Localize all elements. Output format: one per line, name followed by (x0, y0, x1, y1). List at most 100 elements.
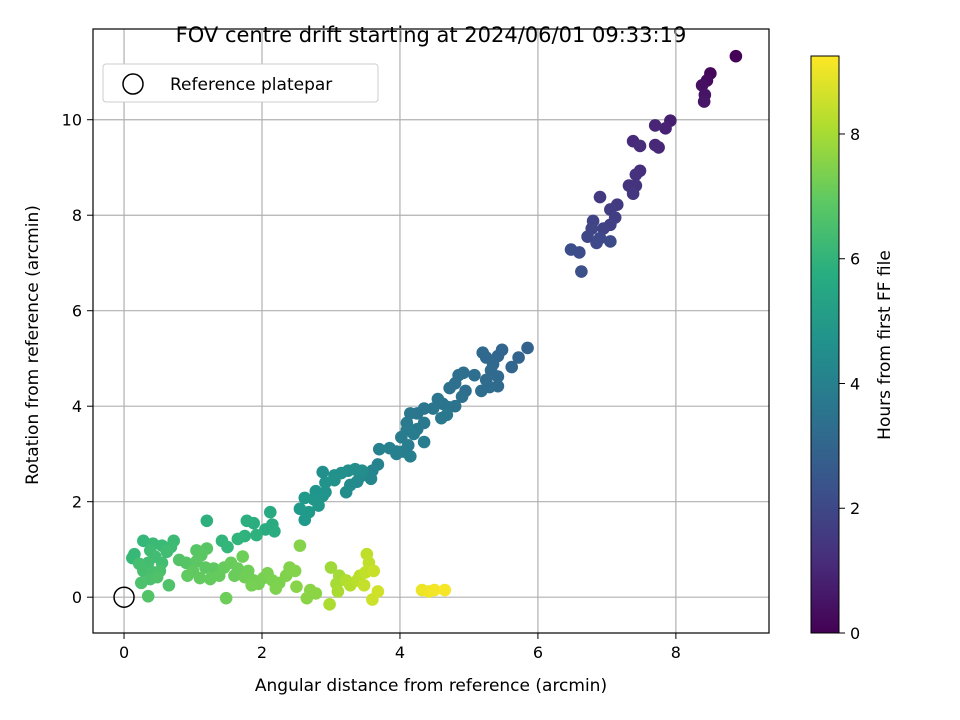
colorbar-tick-label: 0 (850, 624, 860, 643)
data-point (298, 513, 312, 527)
data-point (729, 49, 743, 63)
data-point (316, 465, 330, 479)
data-point (475, 384, 488, 398)
data-point (593, 190, 607, 204)
data-point (269, 582, 283, 595)
data-point (604, 235, 617, 248)
data-point (455, 390, 469, 403)
data-point (590, 236, 603, 250)
data-point (298, 491, 312, 505)
data-point (190, 555, 203, 568)
data-point (268, 524, 281, 538)
data-points (126, 49, 743, 611)
colorbar-ticks: 0 2 4 6 8 (839, 125, 860, 643)
data-point (468, 368, 481, 382)
legend-marker (122, 73, 144, 95)
y-tick-label: 10 (62, 111, 82, 130)
data-point (250, 528, 263, 542)
data-point (629, 168, 643, 181)
data-point (290, 580, 303, 593)
colorbar-tick-label: 6 (850, 250, 860, 269)
data-point (512, 351, 525, 364)
plot-frame (92, 28, 770, 634)
data-point (491, 370, 505, 383)
data-point (648, 138, 662, 152)
data-point (426, 402, 440, 415)
colorbar-label: Hours from first FF file (875, 250, 895, 440)
data-point (293, 539, 307, 552)
data-point (141, 589, 155, 603)
x-tick-label: 0 (119, 643, 129, 662)
data-point (240, 514, 254, 528)
data-point (428, 583, 441, 597)
data-point (331, 585, 345, 598)
x-tick-label: 8 (671, 643, 681, 662)
colorbar-tick-label: 8 (850, 125, 860, 144)
data-point (505, 360, 519, 374)
x-tick-label: 4 (395, 643, 405, 662)
data-point (200, 514, 214, 528)
data-point (309, 587, 323, 600)
data-point (150, 570, 164, 584)
data-point (367, 564, 381, 578)
data-point (324, 561, 338, 574)
data-point (339, 485, 353, 499)
data-point (581, 230, 594, 243)
y-axis-label: Rotation from reference (arcmin) (23, 205, 43, 485)
legend-entry-reference: Reference platepar (170, 75, 332, 95)
data-point (390, 447, 403, 461)
data-point (659, 122, 672, 135)
data-point (319, 476, 332, 489)
data-point (357, 578, 371, 592)
colorbar: 0 2 4 6 8 Hours from first FF file (810, 55, 895, 643)
data-point (648, 119, 662, 132)
data-point (162, 578, 176, 592)
data-point (181, 569, 194, 583)
y-tick-label: 6 (72, 302, 82, 321)
data-point (476, 346, 490, 360)
data-point (521, 341, 534, 355)
data-point (137, 534, 150, 548)
y-tick-label: 4 (72, 397, 82, 416)
x-axis-label: Angular distance from reference (arcmin) (255, 676, 607, 696)
reference-marker (113, 586, 135, 608)
data-point (633, 139, 647, 153)
y-tick-label: 0 (72, 588, 82, 607)
legend: Reference platepar (102, 63, 379, 103)
colorbar-tick-label: 4 (850, 374, 860, 393)
data-point (231, 532, 245, 546)
y-tick-label: 2 (72, 493, 82, 512)
data-point (404, 407, 417, 420)
data-point (364, 472, 378, 486)
data-point (134, 576, 148, 590)
colorbar-gradient (810, 55, 840, 634)
data-point (597, 222, 610, 235)
x-tick-label: 2 (257, 643, 267, 662)
data-point (263, 505, 277, 519)
data-point (193, 571, 207, 585)
data-point (371, 585, 385, 598)
data-point (695, 79, 709, 92)
data-point (288, 564, 302, 578)
y-tick-label: 8 (72, 206, 82, 225)
data-point (575, 265, 588, 278)
data-point (407, 427, 421, 441)
x-axis-ticks: 0 2 4 6 8 (119, 633, 681, 662)
data-point (293, 502, 307, 516)
data-point (697, 95, 711, 108)
legend-box (102, 63, 379, 103)
data-point (564, 243, 578, 256)
x-tick-label: 6 (533, 643, 543, 662)
data-point (160, 545, 174, 559)
data-point (431, 392, 445, 406)
data-point (236, 550, 249, 563)
y-axis-ticks: 0 2 4 6 8 10 (62, 111, 93, 607)
data-point (219, 591, 233, 605)
data-point (323, 598, 336, 611)
data-point (626, 187, 640, 201)
data-point (440, 408, 454, 422)
data-point (312, 499, 325, 512)
data-point (228, 569, 241, 583)
data-point (221, 540, 234, 554)
